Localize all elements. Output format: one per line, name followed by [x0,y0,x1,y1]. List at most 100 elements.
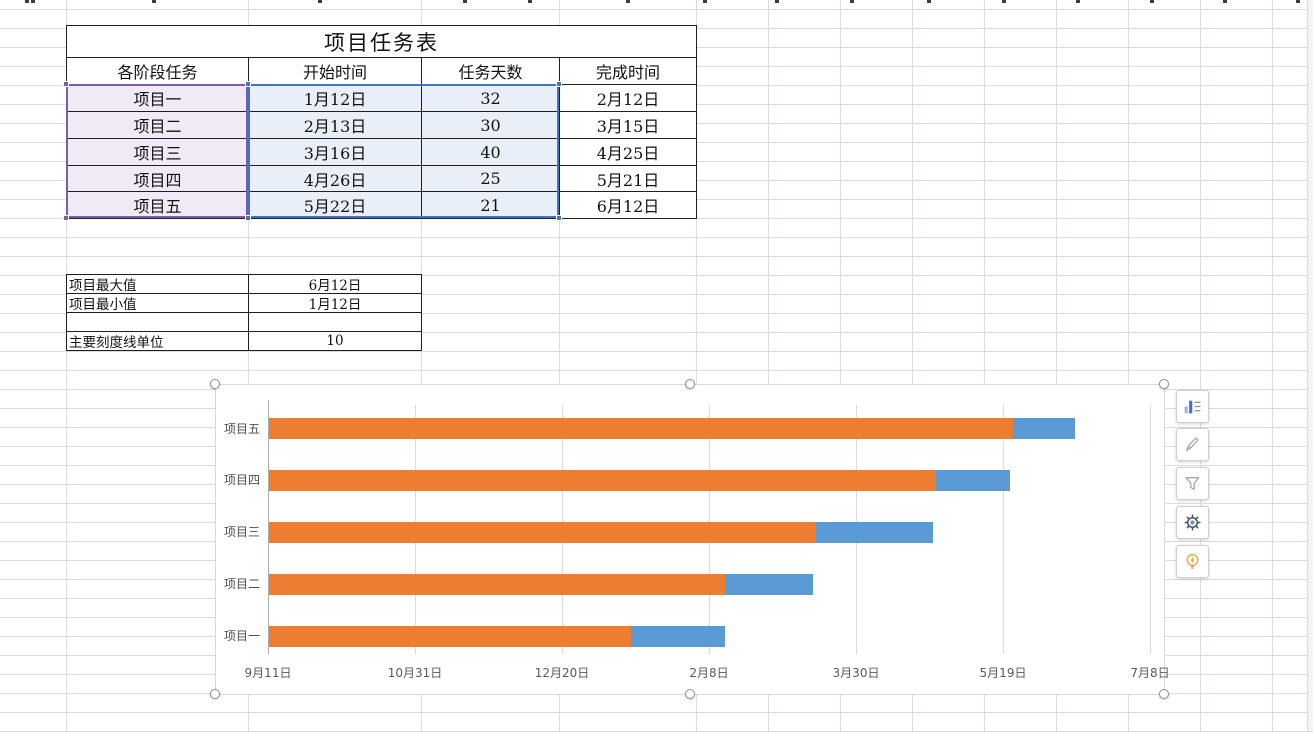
chart-resize-handle[interactable] [210,689,220,699]
task-table-cell[interactable]: 25 [422,166,560,192]
task-table-cell[interactable]: 5月21日 [560,166,697,192]
cut-text-mark [152,0,156,3]
task-table-cell[interactable]: 项目四 [67,166,249,192]
grid-hline [0,9,1313,10]
task-table-cell[interactable]: 3月15日 [560,112,697,139]
grid-vline [768,0,769,731]
chart-elements-button[interactable] [1176,390,1209,423]
cut-text-mark [1150,0,1154,3]
task-table-cell[interactable]: 5月22日 [249,192,422,219]
selection-handle[interactable] [556,215,562,221]
selection-handle[interactable] [556,81,562,87]
task-table-header-cell[interactable]: 完成时间 [560,58,697,85]
task-table-cell[interactable]: 2月13日 [249,112,422,139]
task-table-cell[interactable]: 1月12日 [249,85,422,112]
grid-hline [0,712,1313,713]
x-axis-tick-label[interactable]: 7月8日 [1130,666,1170,680]
task-table-cell[interactable]: 4月26日 [249,166,422,192]
bar-start-offset[interactable] [269,469,937,491]
bar-start-offset[interactable] [269,573,725,595]
chart-resize-handle[interactable] [210,379,220,389]
cut-text-mark [318,0,322,3]
y-axis-category-label[interactable]: 项目二 [223,577,260,592]
bar-task-duration[interactable] [724,573,813,595]
cut-text-mark [703,0,707,3]
cut-text-mark [775,0,779,3]
bar-task-duration[interactable] [815,521,934,543]
task-table-cell[interactable]: 项目二 [67,112,249,139]
y-axis-category-label[interactable]: 项目一 [223,629,260,644]
selection-handle[interactable] [245,215,251,221]
x-axis-tick-label[interactable]: 12月20日 [534,666,590,680]
task-table-cell[interactable]: 项目三 [67,139,249,166]
gantt-chart[interactable]: 9月11日 10月31日 12月20日 2月8日 3月30日 5月19日 7月8日 项目五项目… [215,384,1170,695]
task-table-cell[interactable]: 40 [422,139,560,166]
task-table-cell[interactable]: 项目五 [67,192,249,219]
grid-vline [912,0,913,731]
task-table-cell[interactable]: 6月12日 [560,192,697,219]
bar-task-duration[interactable] [1012,418,1075,439]
y-axis-category-label[interactable]: 项目四 [223,473,260,488]
task-table-cell[interactable]: 21 [422,192,560,219]
chart-filters-button[interactable] [1176,467,1209,500]
x-axis-tick-label[interactable]: 10月31日 [387,666,443,680]
bar-start-offset[interactable] [269,625,631,647]
summary-label-cell[interactable]: 项目最小值 [67,294,249,313]
selection-handle[interactable] [63,215,69,221]
cut-text-mark [1223,0,1227,3]
gear-icon [1184,514,1201,531]
x-axis-tick-label[interactable]: 3月30日 [832,666,880,680]
chart-resize-handle[interactable] [685,379,695,389]
chart-resize-handle[interactable] [1159,689,1169,699]
grid-vline [248,0,249,731]
x-axis-tick-label[interactable]: 2月8日 [689,666,729,680]
chart-resize-handle[interactable] [1159,379,1169,389]
grid-vline [1056,0,1057,731]
task-table-header-cell[interactable]: 各阶段任务 [67,58,249,85]
chart-styles-button[interactable] [1176,428,1209,461]
y-axis-category-label[interactable]: 项目三 [223,525,260,540]
settings-button[interactable] [1176,506,1209,539]
x-axis-tick-label[interactable]: 9月11日 [244,666,292,680]
grid-vline [1200,0,1201,731]
chart-gridline [1150,405,1151,654]
task-table-cell[interactable]: 2月12日 [560,85,697,112]
selection-handle[interactable] [63,81,69,87]
lightbulb-icon [1186,554,1199,569]
bar-task-duration[interactable] [936,469,1010,491]
grid-vline [840,0,841,731]
y-axis-category-label[interactable]: 项目五 [223,421,260,436]
summary-label-cell[interactable]: 主要刻度线单位 [67,332,249,351]
ideas-button[interactable] [1176,545,1209,578]
summary-value-cell[interactable] [249,313,422,332]
grid-vline [696,0,697,731]
summary-label-cell[interactable] [67,313,249,332]
selection-handle[interactable] [245,81,251,87]
bar-task-duration[interactable] [630,625,725,647]
summary-value-cell[interactable]: 1月12日 [249,294,422,313]
cut-text-mark [927,0,931,3]
grid-vline [1128,0,1129,731]
summary-value-cell[interactable]: 6月12日 [249,275,422,294]
category-axis-line[interactable] [268,400,269,654]
chart-resize-handle[interactable] [685,689,695,699]
chart-gridline [1003,405,1004,654]
task-table-header-cell[interactable]: 任务天数 [422,58,560,85]
cut-text-mark [1296,0,1300,3]
task-table-cell[interactable]: 32 [422,85,560,112]
task-table-title[interactable]: 项目任务表 [67,26,697,58]
grid-vline [1272,0,1273,731]
task-table-header-cell[interactable]: 开始时间 [249,58,422,85]
summary-value-cell[interactable]: 10 [249,332,422,351]
bar-start-offset[interactable] [269,521,816,543]
task-table-cell[interactable]: 30 [422,112,560,139]
task-table-cell[interactable]: 4月25日 [560,139,697,166]
summary-table: 项目最大值 6月12日 项目最小值 1月12日 主要刻度线单位 10 [66,274,422,351]
funnel-icon [1185,477,1200,490]
task-table-cell[interactable]: 3月16日 [249,139,422,166]
bar-start-offset[interactable] [269,418,1013,439]
summary-label-cell[interactable]: 项目最大值 [67,275,249,294]
task-table-cell[interactable]: 项目一 [67,85,249,112]
x-axis-tick-label[interactable]: 5月19日 [979,666,1027,680]
